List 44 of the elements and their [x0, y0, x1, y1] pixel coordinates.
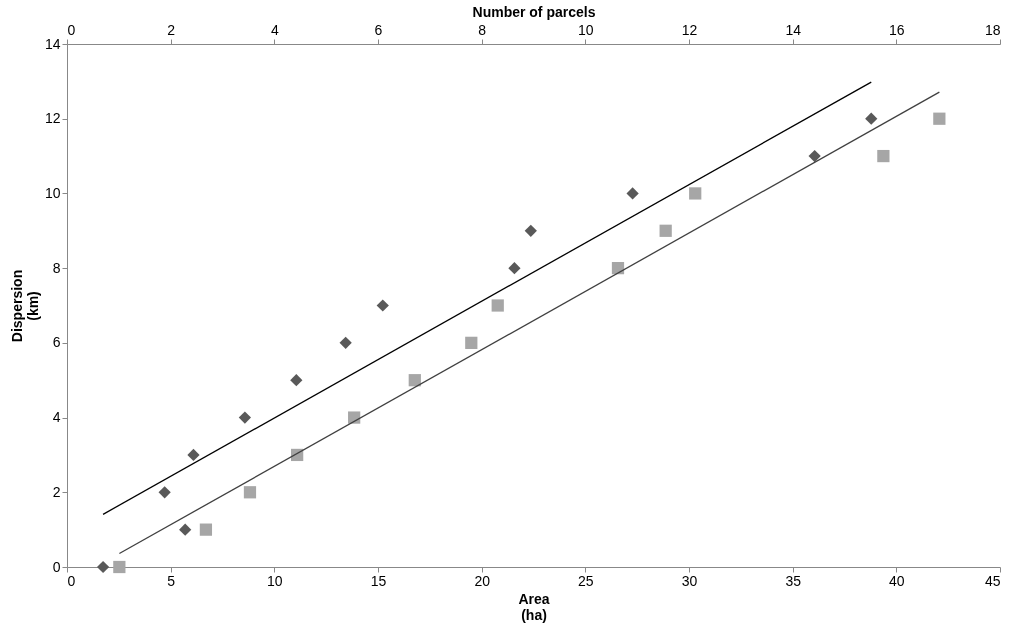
x-tick-label: 15 — [370, 572, 387, 589]
x2-tick-label: 8 — [478, 21, 487, 38]
y-tick-label: 10 — [44, 184, 61, 201]
x-tick-label: 10 — [267, 572, 283, 589]
point — [187, 448, 200, 462]
point — [524, 224, 537, 237]
y-tick-label: 14 — [44, 35, 61, 52]
point — [508, 262, 521, 275]
point — [808, 149, 821, 163]
x-tick-label: 20 — [474, 572, 491, 589]
point — [158, 486, 171, 499]
x2-tick-label: 16 — [889, 21, 905, 38]
x2-tick-label: 0 — [67, 21, 76, 38]
y-tick-label: 12 — [44, 110, 61, 127]
point — [865, 112, 878, 125]
x2-tick-label: 6 — [374, 21, 383, 38]
x2-tick-label: 18 — [984, 21, 1001, 38]
y-tick-label: 6 — [52, 334, 61, 351]
y-tick-label: 2 — [52, 483, 61, 500]
point — [626, 187, 639, 200]
x-tick-label: 35 — [785, 572, 802, 589]
point — [179, 523, 192, 536]
y-tick-label: 0 — [52, 558, 61, 575]
y-tick-label: 8 — [52, 259, 61, 276]
x2-tick-label: 2 — [167, 21, 176, 38]
x2-tick-label: 12 — [681, 21, 698, 38]
x-tick-label: 0 — [67, 572, 76, 589]
x2-tick-label: 10 — [578, 21, 594, 38]
point — [96, 560, 110, 574]
point — [339, 336, 352, 349]
x-tick-label: 25 — [578, 572, 594, 589]
x-axis-title: Area (ha) — [518, 590, 550, 623]
y-axis-title: Dispersion (km) — [8, 269, 41, 343]
x2-tick-label: 4 — [270, 21, 279, 38]
x-tick-label: 30 — [681, 572, 698, 589]
x-tick-label: 5 — [167, 572, 176, 589]
point — [290, 374, 303, 387]
x-tick-label: 40 — [889, 572, 905, 589]
y-tick-label: 4 — [52, 409, 61, 426]
x-tick-label: 45 — [984, 572, 1001, 589]
x2-axis-title: Number of parcels — [472, 3, 596, 20]
point — [238, 411, 252, 424]
point — [376, 299, 389, 312]
x2-tick-label: 14 — [785, 21, 802, 38]
